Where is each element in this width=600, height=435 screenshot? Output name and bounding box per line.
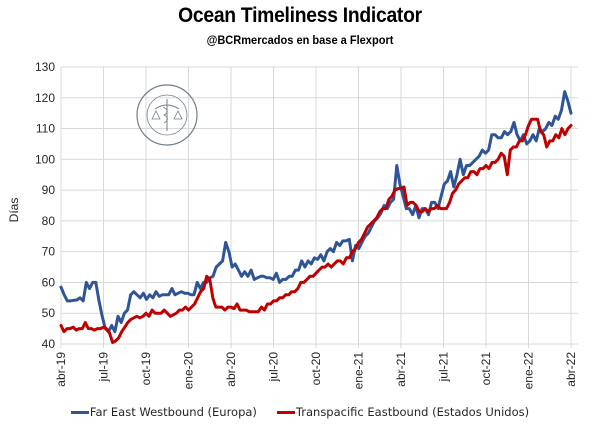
y-tick-label: 60 — [42, 275, 56, 289]
legend-item-far-east-westbound: Far East Westbound (Europa) — [70, 405, 257, 419]
y-tick-label: 130 — [35, 60, 55, 74]
series-lines — [59, 90, 573, 344]
legend-label: Transpacific Eastbound (Estados Unidos) — [295, 405, 530, 419]
y-tick-label: 80 — [42, 214, 56, 228]
x-tick-label: oct-19 — [139, 352, 153, 386]
x-tick-label: abr-21 — [394, 352, 408, 387]
legend: Far East Westbound (Europa) Transpacific… — [0, 405, 600, 419]
x-tick-label: ene-22 — [522, 352, 536, 390]
y-axis-ticks: 40 50 60 70 80 90 100 110 120 130 — [35, 60, 55, 351]
x-tick-label: jul-19 — [97, 352, 111, 383]
y-tick-label: 90 — [42, 183, 56, 197]
x-tick-label: ene-21 — [352, 352, 366, 390]
gridlines — [60, 66, 578, 348]
chart-subtitle: @BCRmercados en base a Flexport — [206, 33, 394, 47]
series-line-far-east-westbound — [59, 90, 573, 334]
x-tick-label: abr-20 — [224, 352, 238, 387]
x-tick-label: oct-20 — [309, 352, 323, 386]
x-tick-label: oct-21 — [479, 352, 493, 386]
chart-title: Ocean Timeliness Indicator — [178, 4, 422, 27]
y-tick-label: 70 — [42, 245, 56, 259]
y-tick-label: 50 — [42, 306, 56, 320]
y-tick-label: 100 — [35, 152, 55, 166]
x-axis-ticks: abr-19 jul-19 oct-19 ene-20 abr-20 jul-20 oct-… — [54, 352, 578, 390]
bcr-seal-watermark — [136, 84, 198, 146]
x-tick-label: abr-19 — [54, 352, 68, 387]
x-tick-label: ene-20 — [182, 352, 196, 390]
y-tick-label: 110 — [36, 122, 55, 136]
legend-label: Far East Westbound (Europa) — [89, 405, 257, 419]
x-tick-label: jul-21 — [437, 352, 451, 383]
y-tick-label: 40 — [42, 337, 56, 351]
x-tick-label: abr-22 — [564, 352, 578, 387]
series-line-transpacific-eastbound — [59, 117, 573, 344]
legend-swatch-red — [276, 410, 295, 414]
y-tick-label: 120 — [35, 91, 55, 105]
y-axis-label: Días — [7, 198, 21, 223]
x-tick-label: jul-20 — [267, 352, 281, 383]
legend-item-transpacific-eastbound: Transpacific Eastbound (Estados Unidos) — [276, 405, 530, 419]
legend-swatch-blue — [70, 410, 89, 414]
